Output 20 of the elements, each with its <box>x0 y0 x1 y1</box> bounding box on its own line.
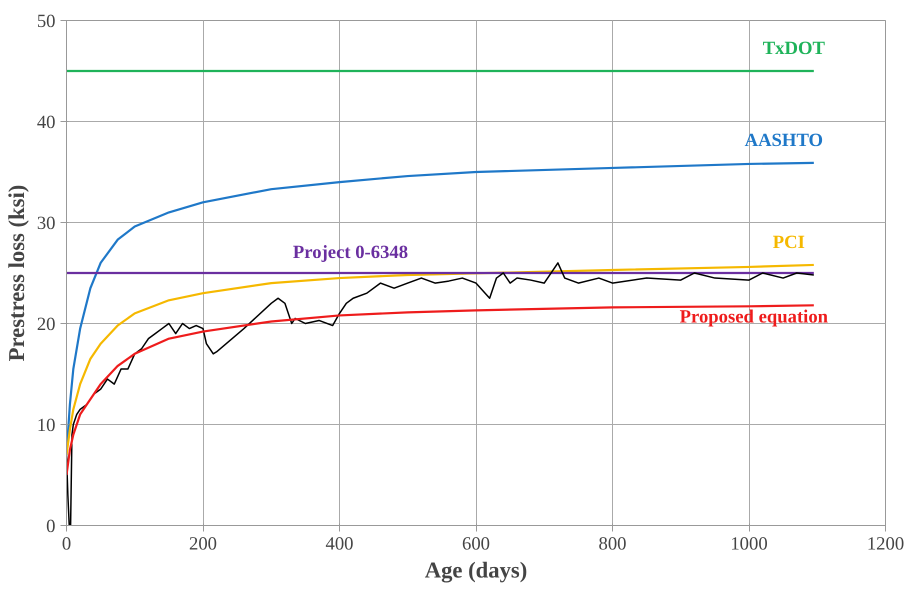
x-tick-label: 200 <box>189 534 217 554</box>
y-tick-label: 10 <box>36 415 56 436</box>
series-label: PCI <box>772 232 805 253</box>
x-tick-label: 1000 <box>730 534 768 554</box>
x-tick-label: 400 <box>326 534 354 554</box>
series-label: TxDOT <box>762 38 826 59</box>
y-tick-label: 50 <box>36 11 56 32</box>
x-tick-label: 600 <box>462 534 490 554</box>
series-label: AASHTO <box>744 130 824 151</box>
series-label: Proposed equation <box>680 306 829 328</box>
series-label: Project 0-6348 <box>292 242 408 263</box>
y-tick-label: 40 <box>36 112 56 133</box>
y-tick-label: 30 <box>36 213 56 234</box>
x-tick-label: 0 <box>62 534 72 554</box>
x-tick-label: 1200 <box>866 534 904 554</box>
y-tick-label: 20 <box>36 314 56 335</box>
x-axis-title: Age (days) <box>424 558 528 582</box>
x-tick-label: 800 <box>598 534 626 554</box>
y-tick-label: 0 <box>46 516 56 537</box>
y-axis-title: Prestress loss (ksi) <box>4 184 29 362</box>
